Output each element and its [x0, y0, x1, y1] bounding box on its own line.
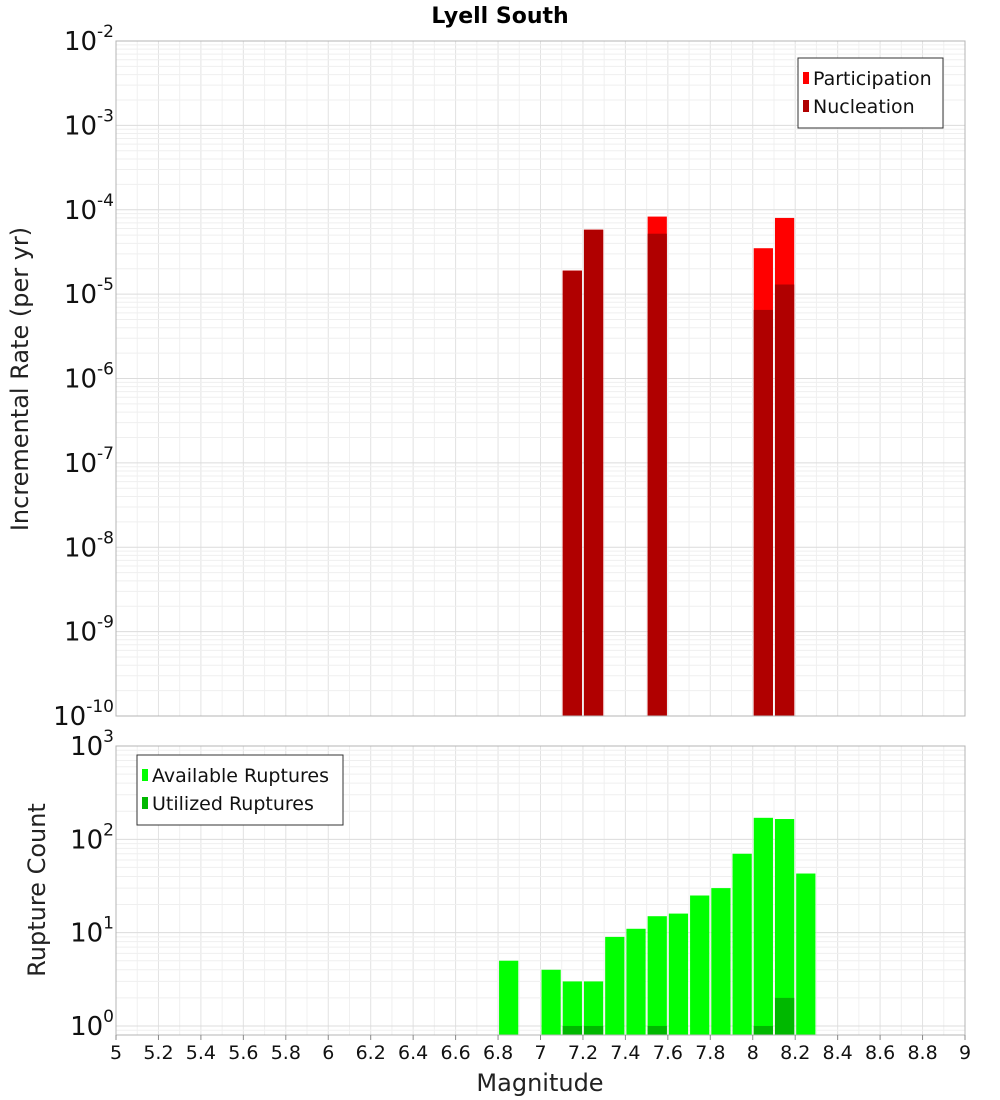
- y-tick-label: 10-4: [64, 191, 114, 226]
- y-tick-label: 103: [70, 727, 114, 762]
- top-plot-frame: [115, 40, 966, 717]
- legend-box: [797, 57, 944, 129]
- bar-utilized-ruptures: [583, 1025, 604, 1035]
- x-tick-label: 5.2: [143, 1042, 173, 1064]
- y-tick-label: 10-9: [64, 613, 114, 648]
- bar-available-ruptures: [753, 817, 773, 1035]
- legend-label: Participation: [813, 68, 932, 90]
- x-tick-label: 5.4: [186, 1042, 216, 1064]
- x-tick-label: 8.6: [865, 1042, 895, 1064]
- x-tick-label: 8.2: [780, 1042, 810, 1064]
- bar-available-ruptures: [668, 913, 689, 1035]
- bar-available-ruptures: [499, 960, 519, 1035]
- y-tick-label: 10-6: [64, 360, 114, 395]
- x-tick-label: 9: [959, 1042, 971, 1064]
- bar-available-ruptures: [711, 888, 731, 1035]
- legend-swatch: [142, 797, 148, 809]
- bar-available-ruptures: [562, 981, 582, 1035]
- bar-nucleation: [583, 229, 604, 717]
- legend-label: Utilized Ruptures: [152, 793, 314, 815]
- bottom-y-ticks: 103 102 101 100: [70, 727, 114, 1042]
- legend-swatch: [142, 769, 148, 781]
- bar-nucleation: [562, 270, 582, 716]
- x-tick-label: 7.2: [568, 1042, 598, 1064]
- bar-available-ruptures: [774, 819, 795, 1035]
- y-tick-label: 100: [70, 1007, 114, 1042]
- bar-available-ruptures: [647, 916, 667, 1035]
- bar-available-ruptures: [690, 895, 710, 1035]
- y-tick-label: 10-10: [53, 697, 114, 732]
- x-tick-label: 6.6: [440, 1042, 470, 1064]
- chart-title: Lyell South: [431, 4, 568, 29]
- x-tick-label: 7: [534, 1042, 546, 1064]
- top-bars: [562, 216, 795, 717]
- y-tick-label: 101: [70, 914, 114, 949]
- bar-nucleation: [753, 309, 773, 716]
- y-tick-label: 10-5: [64, 275, 114, 310]
- top-y-ticks: 10-2 10-3 10-4 10-5 10-6 10-7 10-8 10-9 10-10: [53, 22, 114, 732]
- y-tick-label: 102: [70, 820, 114, 855]
- bar-nucleation: [774, 284, 795, 716]
- legend-label: Available Ruptures: [152, 765, 329, 787]
- y-tick-label: 10-8: [64, 528, 114, 563]
- bottom-legend: Available Ruptures Utilized Ruptures: [136, 754, 344, 826]
- x-tick-label: 6.4: [398, 1042, 428, 1064]
- y-tick-label: 10-2: [64, 22, 114, 57]
- x-tick-label: 6.2: [356, 1042, 386, 1064]
- bar-available-ruptures: [605, 936, 625, 1035]
- x-ticks: 5 5.2 5.4 5.6 5.8 6 6.2 6.4 6.6 6.8 7 7.2 7.4 7.6 7.8 8…: [110, 1035, 971, 1064]
- x-tick-label: 8.8: [907, 1042, 937, 1064]
- legend-swatch: [803, 72, 809, 84]
- legend-label: Nucleation: [813, 96, 915, 118]
- top-y-axis-label: Incremental Rate (per yr): [6, 227, 34, 531]
- bar-utilized-ruptures: [753, 1025, 773, 1035]
- y-tick-label: 10-7: [64, 444, 114, 479]
- bar-utilized-ruptures: [562, 1025, 582, 1035]
- bar-available-ruptures: [732, 853, 752, 1035]
- bottom-y-axis-label: Rupture Count: [23, 803, 51, 977]
- legend-swatch: [803, 100, 809, 112]
- x-tick-label: 8.4: [823, 1042, 853, 1064]
- bar-utilized-ruptures: [647, 1025, 667, 1035]
- x-tick-label: 6.8: [483, 1042, 513, 1064]
- x-tick-label: 5.8: [271, 1042, 301, 1064]
- bar-available-ruptures: [541, 969, 561, 1035]
- x-tick-label: 7.6: [653, 1042, 683, 1064]
- y-tick-label: 10-3: [64, 106, 114, 141]
- x-tick-label: 5.6: [228, 1042, 258, 1064]
- x-axis-label: Magnitude: [476, 1069, 603, 1097]
- bar-available-ruptures: [583, 981, 604, 1035]
- bar-available-ruptures: [796, 873, 816, 1035]
- x-tick-label: 5: [110, 1042, 122, 1064]
- bar-utilized-ruptures: [774, 997, 795, 1035]
- x-tick-label: 8: [747, 1042, 759, 1064]
- x-tick-label: 7.8: [695, 1042, 725, 1064]
- bar-available-ruptures: [626, 928, 646, 1035]
- legend-box: [136, 754, 344, 826]
- bottom-bars: [499, 817, 816, 1035]
- top-gridlines: [115, 40, 966, 717]
- x-tick-label: 6: [322, 1042, 334, 1064]
- top-legend: Participation Nucleation: [797, 57, 944, 129]
- x-tick-label: 7.4: [610, 1042, 640, 1064]
- bar-nucleation: [647, 233, 667, 716]
